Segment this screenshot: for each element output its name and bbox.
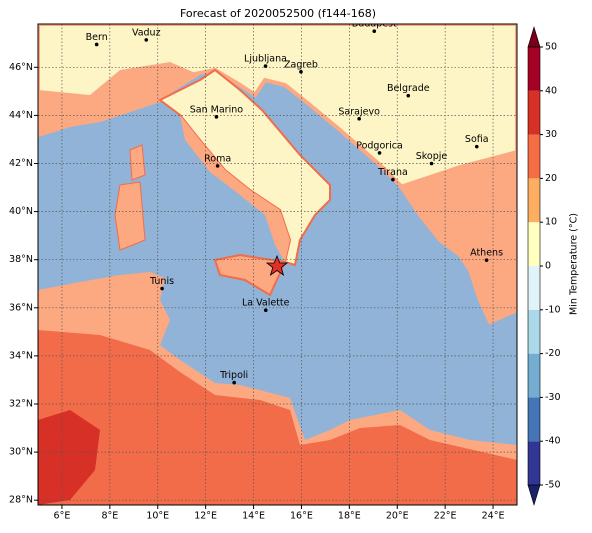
y-tick-label: 34°N (9, 350, 33, 361)
x-tick-label: 6°E (54, 511, 71, 522)
city-label: Vaduz (132, 27, 161, 38)
city-label: Tirana (377, 167, 408, 178)
x-tick-label: 10°E (146, 511, 169, 522)
y-tick-label: 38°N (9, 254, 33, 265)
colorbar-tick-label: -50 (545, 480, 561, 491)
city-dot (484, 258, 489, 262)
colorbar-tick-label: 40 (545, 85, 557, 96)
colorbar-segment (528, 47, 540, 91)
colorbar-over (527, 25, 541, 48)
y-tick-label: 40°N (9, 206, 33, 217)
y-tick-label: 28°N (9, 495, 33, 506)
x-tick-label: 20°E (386, 511, 409, 522)
x-tick-label: 14°E (242, 511, 265, 522)
city-label: Athens (470, 248, 503, 259)
colorbar-under (527, 484, 541, 507)
city-dot (215, 164, 220, 168)
x-tick-label: 22°E (434, 511, 457, 522)
colorbar-segment (528, 222, 540, 266)
x-tick-label: 16°E (290, 511, 313, 522)
city-label: Tripoli (219, 370, 248, 381)
city-label: La Valette (242, 298, 290, 309)
y-tick-label: 46°N (9, 62, 33, 73)
colorbar-tick-label: 50 (545, 42, 557, 53)
colorbar-tick-label: 30 (545, 129, 557, 140)
colorbar-segment (528, 90, 540, 135)
city-dot (372, 29, 377, 34)
city-dot (160, 286, 164, 291)
city-dot (263, 308, 268, 312)
corsica (129, 144, 146, 181)
colorbar-tick-label: 0 (545, 261, 551, 272)
axes: 6°E 8°E 10°E 12°E 14°E 16°E 18°E 20°E 22°E 24°E 28… (9, 62, 504, 522)
colorbar-tick-label: 10 (545, 217, 557, 228)
city-dot (429, 161, 434, 166)
star-marker (265, 254, 289, 276)
colorbar-segment (528, 134, 540, 179)
city-label: Tunis (149, 276, 174, 287)
colorbar-tick-label: -30 (545, 392, 561, 403)
colorbar-segment (528, 266, 540, 310)
y-tick-label: 32°N (9, 398, 33, 409)
city-dot (406, 93, 411, 98)
balkan-warm (400, 150, 517, 322)
city-label: Sofia (465, 134, 489, 145)
city-dot (474, 144, 479, 149)
city-label: Roma (204, 153, 231, 164)
africa-warm (38, 330, 517, 505)
city-label: Budapest (352, 19, 397, 30)
colorbar-segment (528, 309, 540, 354)
city-label: Belgrade (387, 83, 430, 94)
city-dot (299, 70, 303, 74)
sicily (213, 253, 287, 297)
colorbar: -50 -40 -30 -20 -10 0 10 20 30 40 50 (527, 25, 561, 507)
x-tick-label: 8°E (101, 511, 118, 522)
city-label: Bern (86, 32, 108, 43)
city-dot (94, 42, 99, 47)
city-label: Podgorica (356, 140, 403, 151)
y-tick-label: 30°N (9, 447, 33, 458)
italy-coast-warm (180, 115, 290, 262)
colorbar-segment (528, 178, 540, 223)
city-dot (144, 38, 149, 42)
x-tick-label: 24°E (482, 511, 505, 522)
city-dot (357, 116, 361, 121)
x-tick-label: 18°E (338, 511, 361, 522)
colorbar-tick-label: -20 (545, 348, 561, 359)
europe-warm (38, 62, 200, 135)
sardinia (114, 181, 146, 251)
city-label: Zagreb (284, 59, 318, 70)
y-tick-label: 44°N (9, 110, 33, 121)
city-dot (391, 177, 395, 182)
y-tick-label: 36°N (9, 302, 33, 313)
map-frame (37, 23, 518, 506)
colorbar-tick-label: 20 (545, 173, 557, 184)
city-dot (214, 115, 219, 119)
colorbar-segment (528, 441, 540, 485)
city-dot (232, 380, 236, 385)
africa-hot (38, 410, 100, 505)
city-dot (377, 151, 382, 155)
city-dot (263, 64, 268, 68)
city-label: Skopje (416, 151, 448, 162)
colorbar-tick-label: -10 (545, 304, 561, 315)
x-tick-label: 12°E (194, 511, 217, 522)
map-title: Forecast of 2020052500 (f144-168) (180, 7, 376, 20)
city-label: San Marino (190, 104, 243, 115)
grid (38, 24, 517, 505)
colorbar-segment (528, 353, 540, 398)
y-tick-label: 42°N (9, 158, 33, 169)
colorbar-tick-label: -40 (545, 436, 561, 447)
city-label: Sarajevo (338, 106, 380, 117)
city-label: Ljubljana (244, 54, 287, 65)
colorbar-segment (528, 397, 540, 442)
colorbar-label: Min Temperature (°C) (569, 213, 580, 315)
